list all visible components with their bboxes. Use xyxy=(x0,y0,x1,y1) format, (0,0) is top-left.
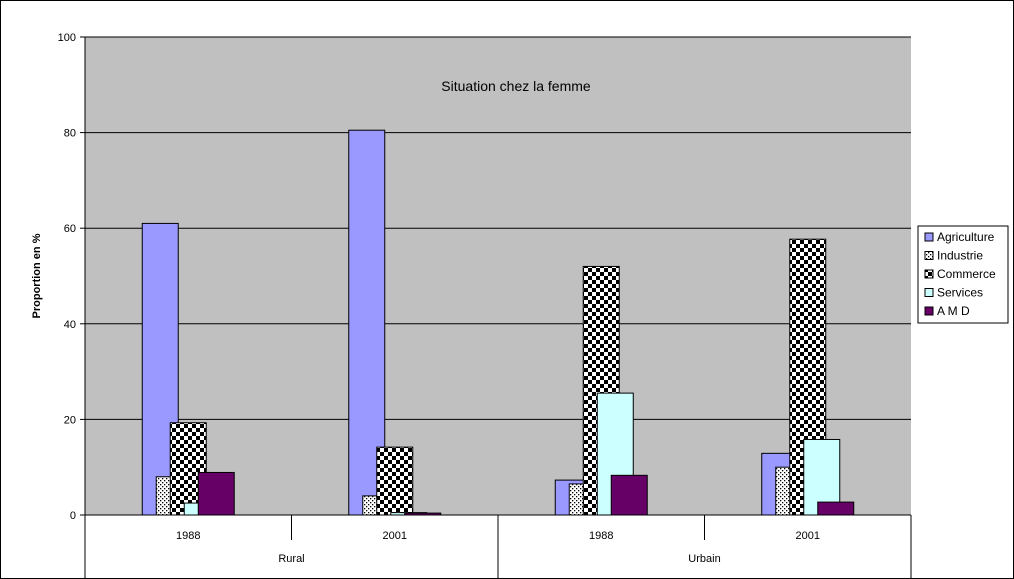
plot-area xyxy=(85,37,911,515)
axes xyxy=(84,37,912,579)
x-tick-label: 2001 xyxy=(383,530,407,542)
x-tick-label: 2001 xyxy=(796,530,820,542)
y-tick-label: 40 xyxy=(64,319,76,331)
y-axis-label: Proportion en % xyxy=(31,233,43,318)
y-tick-label: 20 xyxy=(64,414,76,426)
x-tick-label: 1988 xyxy=(176,530,200,542)
bar-a-m-d-2 xyxy=(610,474,648,516)
y-tick-label: 0 xyxy=(70,510,76,522)
x-tick-labels: 1988 2001 1988 2001 Rural Urbain xyxy=(176,530,820,565)
bars xyxy=(141,129,855,516)
legend-swatch xyxy=(924,232,934,242)
bar-commerce-1 xyxy=(376,446,414,516)
legend-swatch xyxy=(924,306,934,316)
legend-swatch xyxy=(924,251,934,260)
group-label: Urbain xyxy=(688,553,720,565)
legend-label: Agriculture xyxy=(937,230,995,244)
gridlines xyxy=(80,36,911,516)
y-tick-label: 60 xyxy=(64,223,76,235)
legend-label: Commerce xyxy=(937,267,996,281)
legend-swatch xyxy=(924,269,934,279)
legend-label: Industrie xyxy=(937,249,983,263)
bar-agriculture-1 xyxy=(348,129,386,516)
x-tick-label: 1988 xyxy=(589,530,613,542)
bar-a-m-d-3 xyxy=(817,501,855,516)
y-tick-labels: 0 20 40 60 80 100 xyxy=(58,32,76,522)
chart-title: Situation chez la femme xyxy=(441,78,591,94)
y-tick-label: 80 xyxy=(64,128,76,140)
legend: Agriculture Industrie Commerce Services A M … xyxy=(917,225,1009,324)
legend-swatch xyxy=(924,288,934,297)
y-tick-label: 100 xyxy=(58,32,76,44)
legend-label: A M D xyxy=(937,304,970,318)
group-label: Rural xyxy=(278,553,304,565)
bar-a-m-d-0 xyxy=(197,471,235,516)
legend-label: Services xyxy=(937,286,983,300)
